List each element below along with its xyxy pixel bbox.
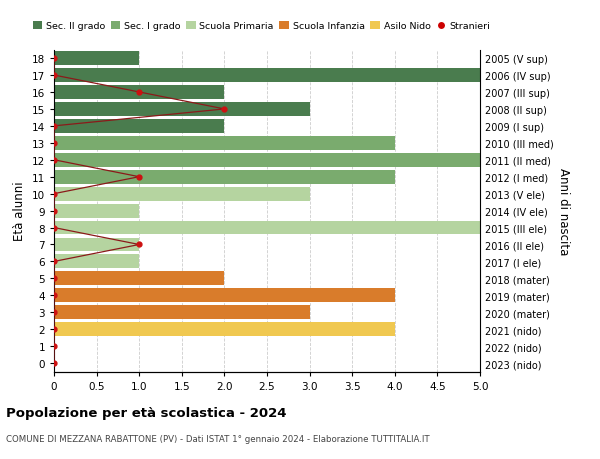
- Legend: Sec. II grado, Sec. I grado, Scuola Primaria, Scuola Infanzia, Asilo Nido, Stran: Sec. II grado, Sec. I grado, Scuola Prim…: [29, 18, 494, 35]
- Text: COMUNE DI MEZZANA RABATTONE (PV) - Dati ISTAT 1° gennaio 2024 - Elaborazione TUT: COMUNE DI MEZZANA RABATTONE (PV) - Dati …: [6, 434, 430, 443]
- Y-axis label: Età alunni: Età alunni: [13, 181, 26, 241]
- Bar: [54, 86, 224, 100]
- Y-axis label: Anni di nascita: Anni di nascita: [557, 168, 570, 255]
- Bar: [54, 272, 224, 285]
- Bar: [54, 137, 395, 151]
- Bar: [54, 204, 139, 218]
- Bar: [54, 103, 310, 117]
- Bar: [54, 120, 224, 134]
- Bar: [54, 238, 139, 252]
- Text: Popolazione per età scolastica - 2024: Popolazione per età scolastica - 2024: [6, 406, 287, 419]
- Bar: [54, 306, 310, 319]
- Bar: [54, 170, 395, 184]
- Bar: [54, 69, 565, 83]
- Bar: [54, 187, 310, 201]
- Bar: [54, 153, 565, 168]
- Bar: [54, 289, 395, 302]
- Bar: [54, 221, 565, 235]
- Bar: [54, 323, 395, 336]
- Bar: [54, 255, 139, 269]
- Bar: [54, 52, 139, 66]
